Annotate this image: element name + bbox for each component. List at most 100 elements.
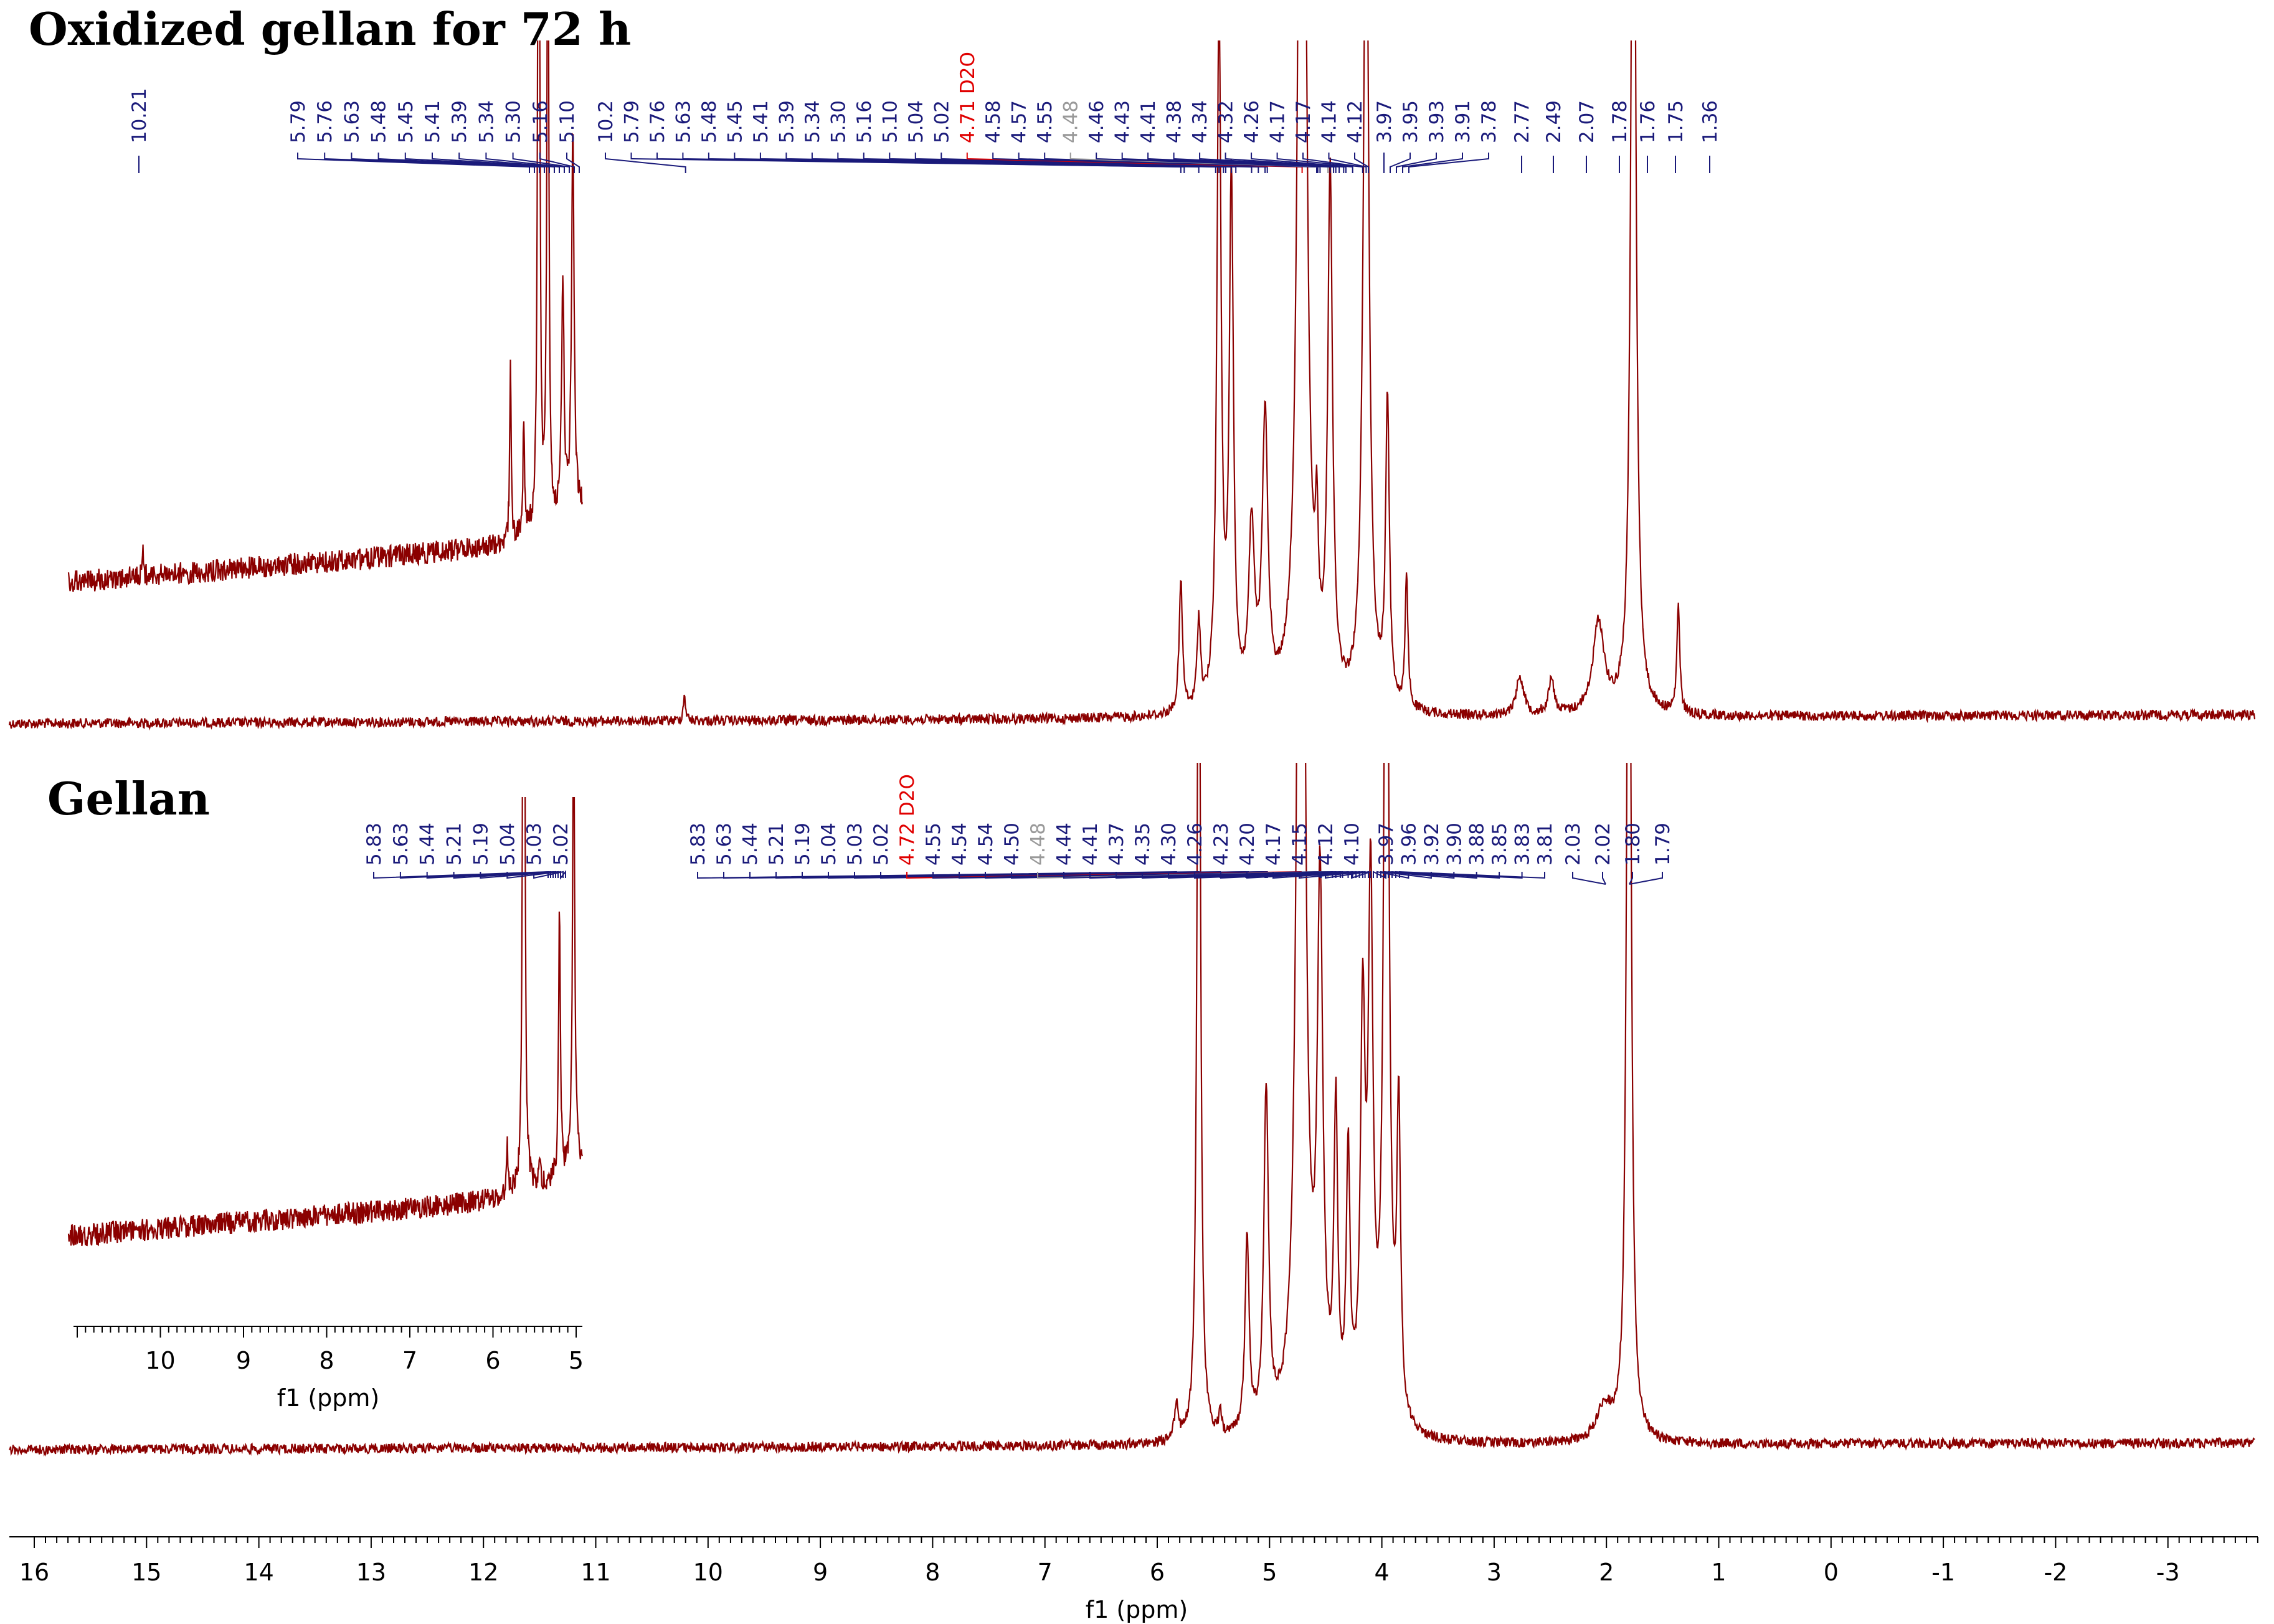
inset-peak-label-text: 5.39 [448,100,471,143]
tick-label: 15 [131,1559,161,1586]
inset-peak-label-leader [377,153,545,173]
peak-label-text: 4.30 [1158,823,1180,866]
inset-peak-label-text: 5.48 [368,100,391,143]
peak-label-text: 4.26 [1184,823,1206,866]
peak-label-text: 4.35 [1132,823,1154,866]
inset-peak-label-leader [426,871,554,879]
peak-label-text: 4.48 [1060,100,1083,143]
peak-label-text: 1.78 [1609,100,1631,143]
tick-label: 6 [1150,1559,1165,1586]
inset-peak-label-leader [432,153,555,173]
inset-peak-label-text: 5.16 [529,100,552,143]
peak-label-leader [1354,153,1369,173]
tick-label: 10 [693,1559,723,1586]
inset-peak-label-text: 5.04 [496,823,519,866]
inset-peak-label-text: 5.21 [443,823,466,866]
inset-peak-label-text: 5.02 [550,823,572,866]
inset-spectrum-line-gellan [67,797,584,1247]
peak-label-right-text: 3.91 [1452,100,1474,143]
peak-label-text: 5.79 [621,100,643,143]
panel-title-bottom: Gellan [47,772,210,825]
tick-label: -3 [2156,1559,2180,1586]
peak-label-text: 2.03 [1562,823,1585,866]
peak-label-right-text: 3.78 [1478,100,1500,143]
peak-label-text: 4.17 [1263,823,1285,866]
peak-label-right-leader [1390,153,1411,173]
peak-label-text: 4.12 [1315,823,1337,866]
tick-label: -2 [2044,1559,2067,1586]
inset-tick-label: 9 [236,1347,251,1374]
inset-tick-label: 7 [402,1347,417,1374]
peak-label-right-text: 3.83 [1512,823,1534,866]
peak-label-text: 4.41 [1079,823,1102,866]
peak-label-text: 4.20 [1236,823,1259,866]
peak-label-text: 10.2 [595,100,617,143]
peak-label-text: 5.16 [853,100,876,143]
tick-label: 1 [1711,1559,1726,1586]
peak-label-leader [1629,872,1663,885]
peak-label-text: 2.02 [1592,823,1614,866]
peak-label-leader [1173,153,1340,173]
peak-label-right-text: 3.85 [1489,823,1511,866]
peak-label-text: 5.39 [775,100,798,143]
peak-label-text: 4.43 [1112,100,1134,143]
tick-label: 7 [1038,1559,1053,1586]
peak-label-text: 4.54 [975,823,997,866]
peak-label-leader [1225,153,1347,173]
peak-label-right-leader [1391,871,1500,879]
peak-label-text: 5.02 [870,823,893,866]
peak-label-text: 5.03 [844,823,866,866]
peak-label-right-text: 3.92 [1421,823,1443,866]
peak-label-text: 5.63 [672,100,694,143]
peak-label-text: 4.32 [1215,100,1238,143]
tick-label: 5 [1262,1559,1277,1586]
peak-label-text: 5.76 [647,100,669,143]
inset-peak-label-text: 5.76 [314,100,336,143]
inset-peak-label-leader [480,871,559,879]
peak-label-text: 4.50 [1001,823,1023,866]
peak-label-text: 4.17 [1292,100,1315,143]
tick-label: 12 [468,1559,498,1586]
peak-label-text: 5.21 [765,823,788,866]
peak-label-text: 2.49 [1543,100,1565,143]
peak-label-leader [1629,872,1633,885]
inset-peak-label-leader [453,871,556,879]
peak-label-leader [1199,153,1345,173]
tick-label: 2 [1599,1559,1614,1586]
inset-peak-label-leader [512,153,570,173]
inset-peak-label-leader [404,153,550,173]
peak-label-leader [1302,153,1363,173]
panel-title-top: Oxidized gellan for 72 h [29,2,632,55]
peak-label-text: 5.63 [713,823,736,866]
peak-label-right-text: 3.97 [1375,823,1398,866]
peak-label-text: 4.55 [1034,100,1056,143]
tick-label: -1 [1931,1559,1955,1586]
peak-label-text: 4.12 [1344,100,1367,143]
peak-label-right-leader [1396,153,1437,173]
peak-label-leader [1602,872,1606,885]
spectrum-line-oxidized [8,40,2256,731]
peak-label-leader [1325,871,1369,879]
peak-label-text: 5.83 [687,823,709,866]
peak-label-text: 5.44 [739,823,762,866]
peak-label-right-text: 3.97 [1373,100,1396,143]
tick-label: 16 [19,1559,49,1586]
peak-label-leader [1251,153,1353,173]
peak-label-text: 5.10 [879,100,901,143]
peak-label-text: 5.41 [750,100,772,143]
peak-label-text: 5.30 [827,100,850,143]
peak-label-leader [1328,153,1367,173]
inset-peak-label-text: 5.30 [503,100,525,143]
inset-spectrum-line-oxidized [67,40,584,592]
inset-peak-label-text: 5.41 [422,100,444,143]
tick-label: 13 [356,1559,386,1586]
spectrum-line-gellan [9,763,2255,1457]
peak-label-text: 1.80 [1622,823,1644,866]
tick-label: 8 [925,1559,940,1586]
peak-label-text: 4.34 [1189,100,1211,143]
peak-label-text: 2.77 [1511,100,1533,143]
peak-label-leader [605,153,686,173]
inset-peak-label-text: 5.44 [417,823,439,866]
inset-peak-label-text: 5.83 [363,823,386,866]
peak-label-text: 4.44 [1053,823,1076,866]
